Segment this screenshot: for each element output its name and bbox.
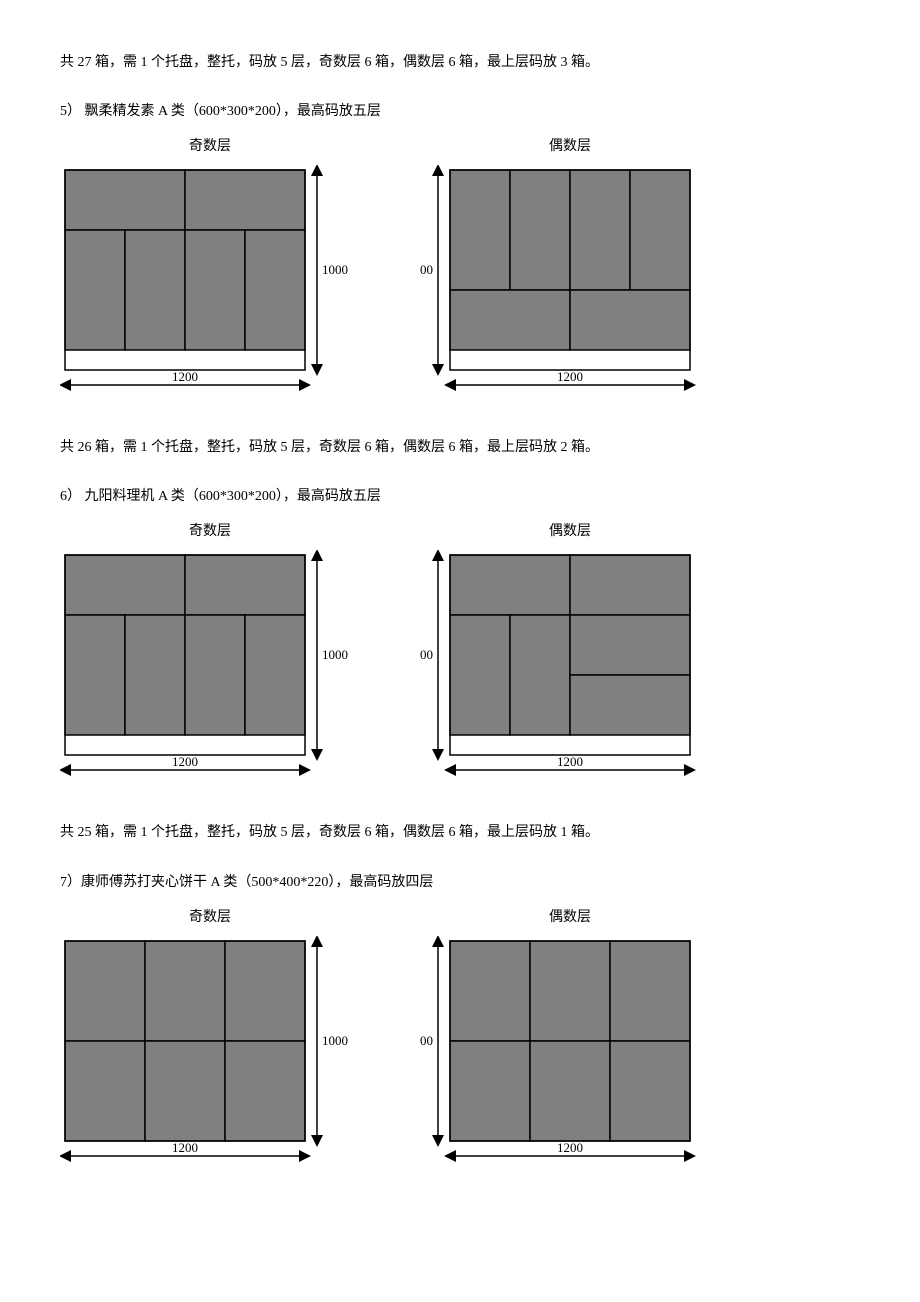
section: 6） 九阳料理机 A 类（600*300*200），最高码放五层奇数层 1000… bbox=[60, 485, 860, 845]
even-layer-column: 偶数层 1000 1200 bbox=[420, 906, 720, 1196]
svg-text:1000: 1000 bbox=[420, 1033, 433, 1048]
svg-text:1000: 1000 bbox=[420, 647, 433, 662]
section: 5） 飘柔精发素 A 类（600*300*200），最高码放五层奇数层 1000… bbox=[60, 100, 860, 460]
svg-text:1200: 1200 bbox=[172, 754, 198, 769]
odd-layer-label: 奇数层 bbox=[189, 135, 231, 155]
pallet-diagram: 1000 1200 bbox=[420, 165, 720, 425]
svg-text:1200: 1200 bbox=[557, 369, 583, 384]
pallet-diagram: 1000 1200 bbox=[420, 550, 720, 810]
svg-text:1200: 1200 bbox=[557, 754, 583, 769]
pallet-diagram: 1000 1200 bbox=[420, 936, 720, 1196]
svg-text:1000: 1000 bbox=[322, 262, 348, 277]
section: 7）康师傅苏打夹心饼干 A 类（500*400*220），最高码放四层奇数层 1… bbox=[60, 871, 860, 1196]
svg-text:1000: 1000 bbox=[322, 647, 348, 662]
odd-layer-label: 奇数层 bbox=[189, 906, 231, 926]
odd-layer-column: 奇数层 1000 1200 bbox=[60, 906, 360, 1196]
diagram-pair: 奇数层 1000 1200 偶数层 1000 1200 bbox=[60, 520, 860, 810]
svg-text:1000: 1000 bbox=[420, 262, 433, 277]
diagram-pair: 奇数层 1000 1200 偶数层 1000 1200 bbox=[60, 135, 860, 425]
even-layer-label: 偶数层 bbox=[549, 520, 591, 540]
odd-layer-column: 奇数层 1000 1200 bbox=[60, 520, 360, 810]
section-summary: 共 25 箱，需 1 个托盘，整托，码放 5 层，奇数层 6 箱，偶数层 6 箱… bbox=[60, 820, 860, 845]
section-title: 5） 飘柔精发素 A 类（600*300*200），最高码放五层 bbox=[60, 100, 860, 120]
diagram-pair: 奇数层 1000 1200 偶数层 1000 1200 bbox=[60, 906, 860, 1196]
section-summary: 共 26 箱，需 1 个托盘，整托，码放 5 层，奇数层 6 箱，偶数层 6 箱… bbox=[60, 435, 860, 460]
even-layer-column: 偶数层 1000 1200 bbox=[420, 135, 720, 425]
odd-layer-column: 奇数层 1000 1200 bbox=[60, 135, 360, 425]
odd-layer-label: 奇数层 bbox=[189, 520, 231, 540]
pallet-diagram: 1000 1200 bbox=[60, 550, 360, 810]
svg-text:1200: 1200 bbox=[172, 1140, 198, 1155]
svg-text:1200: 1200 bbox=[557, 1140, 583, 1155]
even-layer-column: 偶数层 1000 1200 bbox=[420, 520, 720, 810]
pallet-diagram: 1000 1200 bbox=[60, 165, 360, 425]
section-title: 7）康师傅苏打夹心饼干 A 类（500*400*220），最高码放四层 bbox=[60, 871, 860, 891]
svg-text:1000: 1000 bbox=[322, 1033, 348, 1048]
section-title: 6） 九阳料理机 A 类（600*300*200），最高码放五层 bbox=[60, 485, 860, 505]
pallet-diagram: 1000 1200 bbox=[60, 936, 360, 1196]
svg-text:1200: 1200 bbox=[172, 369, 198, 384]
even-layer-label: 偶数层 bbox=[549, 135, 591, 155]
intro-text: 共 27 箱，需 1 个托盘，整托，码放 5 层，奇数层 6 箱，偶数层 6 箱… bbox=[60, 50, 860, 75]
even-layer-label: 偶数层 bbox=[549, 906, 591, 926]
